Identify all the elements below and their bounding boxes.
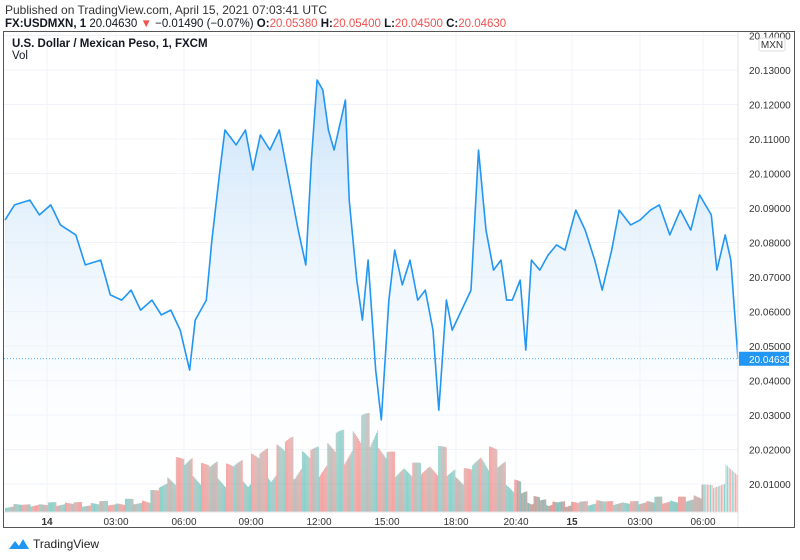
price-area (5, 80, 738, 512)
x-tick-label: 12:00 (306, 517, 331, 528)
last-price: 20.04630 (89, 18, 138, 30)
x-tick-label: 03:00 (627, 517, 652, 528)
last-price-badge (739, 351, 789, 366)
y-tick-label: 20.12000 (749, 101, 791, 112)
symbol: FX:USDMXN, 1 (5, 18, 87, 30)
x-tick-label: 18:00 (443, 517, 468, 528)
y-tick-label: 20.02000 (749, 446, 791, 457)
x-tick-label: 09:00 (238, 517, 263, 528)
y-tick-label: 20.01000 (749, 480, 791, 491)
low-label: L: (384, 18, 395, 30)
chart-frame[interactable] (3, 31, 795, 528)
high-label: H: (320, 18, 333, 30)
y-tick-label: 20.07000 (749, 273, 791, 284)
price-line (4, 79, 739, 421)
down-arrow-icon: ▼ (140, 18, 152, 30)
y-tick-label: 20.04000 (749, 377, 791, 388)
x-tick-label: 06:00 (171, 517, 196, 528)
y-tick-label: 20.05000 (749, 342, 791, 353)
legend-title: U.S. Dollar / Mexican Peso, 1, FXCM (12, 38, 208, 50)
x-tick-label: 15 (566, 517, 578, 528)
tradingview-logo[interactable]: TradingView (8, 537, 99, 551)
close-label: C: (446, 18, 459, 30)
symbol-header: FX:USDMXN, 1 20.04630 ▼ −0.01490 (−0.07%… (5, 18, 506, 30)
x-tick-label: 15:00 (374, 517, 399, 528)
close-value: 20.04630 (458, 18, 507, 30)
currency-badge (758, 37, 786, 52)
y-tick-label: 20.09000 (749, 204, 791, 215)
published-note: Published on TradingView.com, April 15, … (5, 3, 327, 17)
y-tick-label: 20.11000 (749, 135, 790, 146)
y-tick-label: 20.06000 (749, 308, 791, 319)
last-price-label: 20.04630 (749, 355, 791, 366)
x-tick-label: 03:00 (103, 517, 128, 528)
x-tick-label: 14 (41, 517, 53, 528)
high-value: 20.05400 (332, 18, 381, 30)
legend-volume: Vol (12, 50, 28, 62)
low-value: 20.04500 (394, 18, 443, 30)
x-tick-label: 20:40 (503, 517, 528, 528)
currency-label: MXN (761, 40, 783, 51)
y-tick-label: 20.03000 (749, 411, 791, 422)
x-tick-label: 06:00 (690, 517, 715, 528)
y-tick-label: 20.10000 (749, 170, 791, 181)
brand-name: TradingView (33, 537, 100, 551)
y-tick-label: 20.13000 (749, 66, 791, 77)
open-label: O: (256, 18, 270, 30)
chart-legend: U.S. Dollar / Mexican Peso, 1, FXCM Vol (12, 38, 208, 62)
price-change: −0.01490 (−0.07%) (155, 18, 254, 30)
open-value: 20.05380 (269, 18, 318, 30)
y-tick-label: 20.08000 (749, 239, 791, 250)
y-tick-label: 20.14000 (749, 32, 791, 43)
tradingview-logo-icon (9, 539, 29, 549)
